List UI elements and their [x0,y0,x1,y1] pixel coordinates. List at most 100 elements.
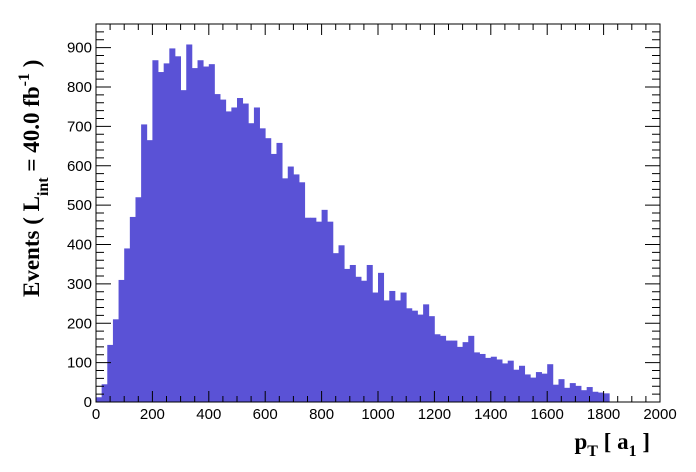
histogram-bar [332,253,339,402]
histogram-bar [112,319,119,402]
histogram-bar [485,357,492,402]
y-tick-label: 900 [67,40,92,57]
histogram-bar [231,107,238,402]
x-tick-label: 1200 [418,406,451,423]
histogram-bar [248,123,255,402]
y-tick-label: 0 [84,394,92,411]
histogram-bar [378,272,385,402]
histogram-bar [214,94,221,402]
histogram-bar [327,221,334,402]
histogram-bar [253,107,260,402]
y-tick-label: 100 [67,355,92,372]
histogram-bar [361,280,368,402]
histogram-bar [344,268,351,402]
histogram-bar [513,369,520,402]
x-tick-label: 1600 [531,406,564,423]
histogram-bars [96,44,610,403]
axis-ticks [95,23,661,403]
x-tick-label: 400 [196,406,221,423]
histogram-bar [180,90,187,403]
histogram-bar [569,383,576,402]
y-tick-label: 600 [67,158,92,175]
histogram-bar [547,364,554,402]
histogram-bar [468,335,475,402]
histogram-bar [265,138,272,402]
histogram-bar [423,304,430,402]
histogram-bar [389,290,396,402]
y-tick-label: 700 [67,118,92,135]
histogram-bar [203,66,210,402]
histogram-bar [349,264,356,402]
histogram-bar [282,178,289,402]
x-tick-label: 2000 [643,406,676,423]
histogram-bar [124,248,131,402]
histogram-bar [321,209,328,402]
histogram-bar [315,221,322,402]
histogram-bar [242,103,249,402]
histogram-bar [355,276,362,402]
histogram-bar [490,356,497,402]
x-tick-label: 0 [92,406,100,423]
histogram-bar [186,44,193,402]
histogram-bar [496,359,503,402]
y-tick-label: 500 [67,197,92,214]
histogram-bar [304,217,311,402]
histogram-bar [287,166,294,402]
histogram-bar [507,360,514,402]
histogram-bar [473,352,480,402]
histogram-bar [118,279,125,402]
histogram-bar [270,153,277,402]
histogram-bar [456,346,463,403]
histogram-bar [400,292,407,402]
x-tick-labels: 0 200 400 600 800 1000 1200 1400 1600 1800 2000 [92,406,677,423]
histogram-bar [451,340,458,402]
histogram-bar [129,216,136,402]
histogram-bar [152,60,159,402]
histogram-bar [558,379,565,402]
histogram-bar [479,353,486,402]
histogram-bar [541,373,548,402]
histogram-bar [293,174,300,402]
histogram-bar [597,392,604,402]
histogram-bar [259,128,266,402]
histogram-bar [581,390,588,402]
y-tick-label: 800 [67,79,92,96]
x-axis-title: pT [ a1 ] [574,429,650,460]
histogram-bar [169,48,176,402]
histogram-bar [197,60,204,402]
y-tick-label: 200 [67,315,92,332]
histogram-bar [428,316,435,402]
histogram-bar [141,124,148,402]
histogram-bar [163,63,170,403]
histogram-bar [101,384,108,402]
histogram-bar [411,310,418,402]
histogram-bar [603,393,610,402]
histogram-bar [383,300,390,402]
x-tick-label: 800 [309,406,334,423]
histogram-bar [310,217,317,402]
histogram-bar [208,64,215,402]
y-tick-label: 400 [67,237,92,254]
histogram-bar [524,374,531,402]
histogram-bar [191,68,198,402]
histogram-bar [394,300,401,402]
histogram-bar [174,56,181,402]
histogram-bar [135,197,142,402]
histogram-bar [96,397,103,402]
histogram-bar [417,314,424,402]
histogram-bar [225,111,232,402]
histogram-bar [519,365,526,402]
x-tick-label: 1400 [474,406,507,423]
histogram-bar [445,340,452,402]
histogram-bar [220,99,227,402]
histogram-bar [237,98,244,403]
histogram-bar [592,391,599,402]
histogram-bar [434,334,441,402]
x-tick-label: 1000 [361,406,394,423]
x-tick-label: 600 [253,406,278,423]
histogram-bar [535,372,542,402]
y-tick-labels: 0 100 200 300 400 500 600 700 800 900 [67,40,92,411]
histogram-bar [462,342,469,402]
histogram-bar [440,335,447,402]
